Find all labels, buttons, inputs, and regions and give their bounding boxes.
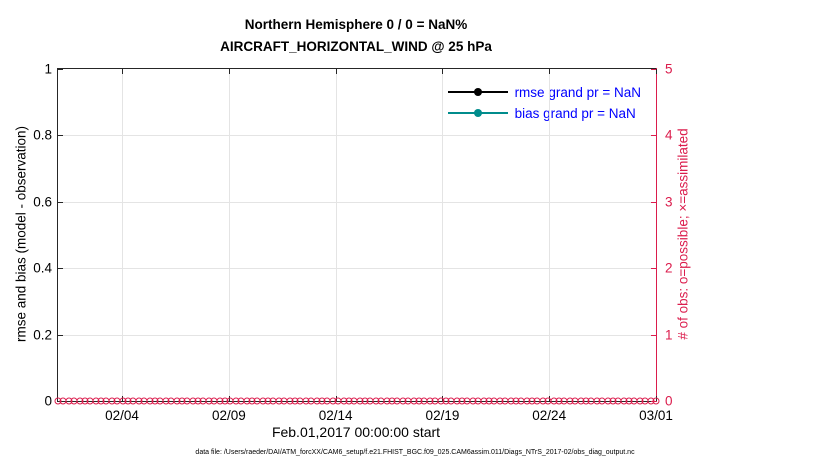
y-tick-mark-left [58, 135, 63, 137]
y-tick-label-right: 1 [665, 327, 673, 343]
grid-line-v [549, 69, 551, 401]
legend-item-rmse: rmse grand pr = NaN [447, 84, 641, 100]
grid-line-h [58, 334, 656, 336]
chart-title: Northern Hemisphere 0 / 0 = NaN% AIRCRAF… [57, 14, 655, 58]
y-tick-mark-left [58, 334, 63, 336]
x-axis-label: Feb.01,2017 00:00:00 start [271, 424, 441, 440]
y-tick-mark-left [58, 268, 63, 270]
rmse-line-marker-icon [447, 84, 508, 100]
x-tick-mark-top [656, 69, 657, 74]
grid-line-v [228, 69, 230, 401]
x-tick-mark-top [549, 69, 551, 74]
x-tick-label: 03/01 [639, 408, 673, 423]
y-axis-label-left: rmse and bias (model - observation) [13, 125, 29, 343]
y-tick-label-left: 0.8 [33, 127, 52, 143]
y-tick-label-right: 4 [665, 127, 673, 143]
y-axis-label-right: # of obs: o=possible; ×=assimilated [675, 128, 691, 340]
y-tick-label-right: 0 [665, 393, 673, 409]
x-tick-label: 02/19 [425, 408, 460, 423]
y-tick-label-right: 2 [665, 260, 673, 276]
y-tick-label-left: 0.4 [33, 260, 52, 276]
y-tick-mark-right [651, 268, 656, 270]
x-tick-label: 02/04 [105, 408, 139, 423]
rmse-dot-icon [473, 88, 482, 96]
y-tick-label-left: 0 [44, 393, 52, 409]
x-tick-mark-top [335, 69, 337, 74]
y-tick-mark-left [58, 201, 63, 203]
obs-possible-marker [652, 397, 660, 405]
legend-item-bias: bias grand pr = NaN [447, 105, 641, 121]
y-tick-mark-left [58, 69, 63, 70]
x-tick-mark-top [442, 69, 444, 74]
grid-line-v [442, 69, 444, 401]
chart-title-line2: AIRCRAFT_HORIZONTAL_WIND @ 25 hPa [220, 39, 492, 54]
y-tick-mark-right [651, 201, 656, 203]
y-tick-label-left: 0.2 [33, 327, 52, 343]
y-tick-label-right: 3 [665, 194, 673, 210]
y-tick-label-left: 0.6 [33, 194, 52, 210]
grid-line-v [122, 69, 124, 401]
legend: rmse grand pr = NaN bias grand pr = NaN [442, 81, 646, 124]
x-tick-label: 02/24 [532, 408, 567, 423]
bias-line-marker-icon [447, 105, 508, 121]
y-tick-mark-right [651, 135, 656, 137]
grid-line-v [335, 69, 337, 401]
legend-label-bias: bias grand pr = NaN [514, 105, 636, 121]
x-tick-mark-top [228, 69, 230, 74]
legend-label-rmse: rmse grand pr = NaN [514, 84, 641, 100]
bias-dot-icon [473, 109, 482, 117]
grid-line-h [58, 135, 656, 137]
right-axis-spine [656, 68, 657, 402]
x-tick-mark-top [122, 69, 124, 74]
y-tick-mark-right [651, 69, 656, 70]
x-tick-label: 02/09 [211, 408, 246, 423]
chart-title-line1: Northern Hemisphere 0 / 0 = NaN% [244, 17, 468, 32]
plot-area: rmse grand pr = NaN bias grand pr = NaN … [33, 62, 673, 424]
grid-line-h [58, 268, 656, 270]
data-file-caption: data file: /Users/raeder/DAI/ATM_forcXX/… [195, 449, 635, 456]
x-tick-label: 02/14 [318, 408, 353, 423]
grid-line-h [58, 201, 656, 203]
y-tick-mark-right [651, 334, 656, 336]
y-tick-label-right: 5 [665, 61, 673, 77]
y-tick-label-left: 1 [44, 61, 52, 77]
